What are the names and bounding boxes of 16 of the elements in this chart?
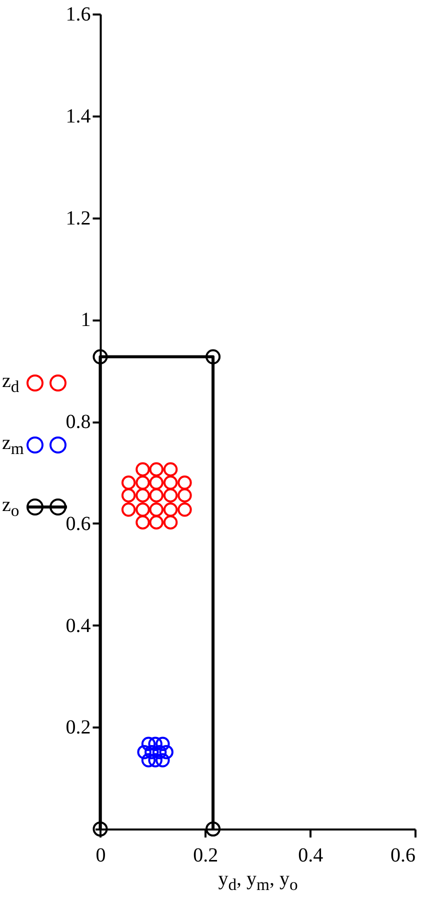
y-tick-label: 0.6 xyxy=(66,512,91,535)
x-tick-label: 0 xyxy=(96,844,106,866)
y-tick-label: 0.8 xyxy=(66,411,91,433)
y-tick-label: 0.4 xyxy=(66,614,91,637)
x-tick-label: 0.6 xyxy=(390,844,416,866)
x-tick-label: 0.4 xyxy=(298,844,324,866)
y-tick-label: 1.4 xyxy=(66,105,91,128)
y-tick-label: 1.2 xyxy=(66,207,91,230)
legend-label: z$_{m}$ xyxy=(2,432,25,458)
x-tick-label: 0.2 xyxy=(193,844,218,866)
y-tick-label: 0.2 xyxy=(66,716,91,739)
y-tick-label: 1.6 xyxy=(66,4,91,26)
y-tick-label: 1 xyxy=(80,309,91,332)
x-axis-title: y$_{d}$, y$_{m}$, y$_{o}$ xyxy=(217,868,299,895)
legend-label: z$_{o}$ xyxy=(2,494,20,520)
legend-label: z$_{d}$ xyxy=(2,370,20,396)
